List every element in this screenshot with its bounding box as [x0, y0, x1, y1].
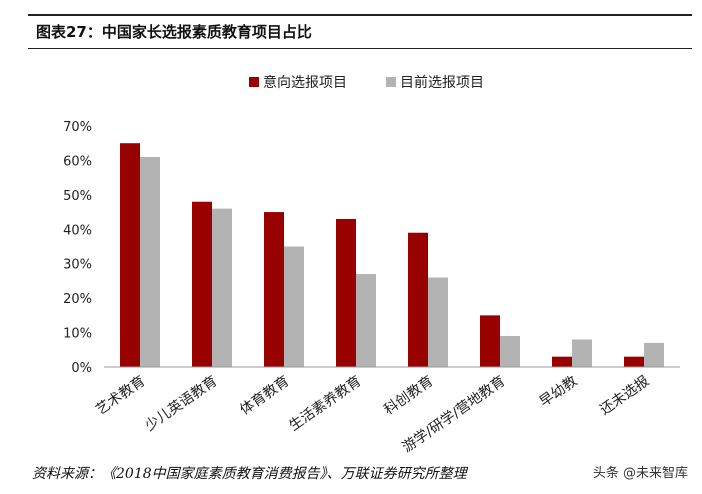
x-category-label: 科创教育: [381, 373, 436, 418]
chart-legend: 意向选报项目 目前选报项目: [0, 72, 702, 92]
bar-intended: [264, 212, 284, 367]
bar-intended: [192, 201, 212, 367]
x-category-label: 少儿英语教育: [142, 372, 221, 434]
y-tick-label: 10%: [63, 327, 92, 342]
bar-current: [140, 156, 160, 367]
bar-intended: [120, 143, 140, 367]
x-category-label: 生活素养教育: [286, 373, 364, 434]
y-tick-label: 70%: [63, 120, 92, 135]
bar-current: [500, 336, 520, 367]
legend-swatch-current: [386, 77, 396, 87]
legend-item-intended: 意向选报项目: [249, 72, 347, 92]
bar-current: [644, 342, 664, 367]
y-tick-label: 0%: [71, 361, 92, 376]
x-category-label: 艺术教育: [93, 373, 148, 418]
legend-label-intended: 意向选报项目: [263, 75, 347, 91]
bar-intended: [624, 356, 644, 367]
y-tick-label: 50%: [63, 189, 92, 204]
y-tick-label: 30%: [63, 258, 92, 273]
bar-intended: [336, 218, 356, 367]
bar-current: [356, 274, 376, 367]
source-note: 资料来源：《2018中国家庭素质教育消费报告》、万联证券研究所整理: [32, 466, 467, 482]
bar-current: [212, 208, 232, 367]
bar-intended: [552, 356, 572, 367]
legend-item-current: 目前选报项目: [386, 72, 484, 92]
watermark: 头条 @未来智库: [592, 466, 688, 481]
bar-current: [428, 277, 448, 367]
bar-intended: [408, 232, 428, 367]
legend-label-current: 目前选报项目: [400, 75, 484, 91]
bar-intended: [480, 315, 500, 367]
x-category-label: 早幼教: [537, 373, 581, 410]
y-tick-label: 60%: [63, 154, 92, 169]
x-category-label: 体育教育: [237, 373, 292, 418]
y-tick-label: 40%: [63, 223, 92, 238]
figure-title: 图表27：中国家长选报素质教育项目占比: [36, 23, 312, 41]
figure-title-bar: 图表27：中国家长选报素质教育项目占比: [28, 14, 692, 49]
legend-swatch-intended: [249, 77, 259, 87]
bar-current: [284, 246, 304, 367]
y-tick-label: 20%: [63, 292, 92, 307]
bar-current: [572, 339, 592, 367]
x-category-label: 还未选报: [597, 373, 652, 418]
